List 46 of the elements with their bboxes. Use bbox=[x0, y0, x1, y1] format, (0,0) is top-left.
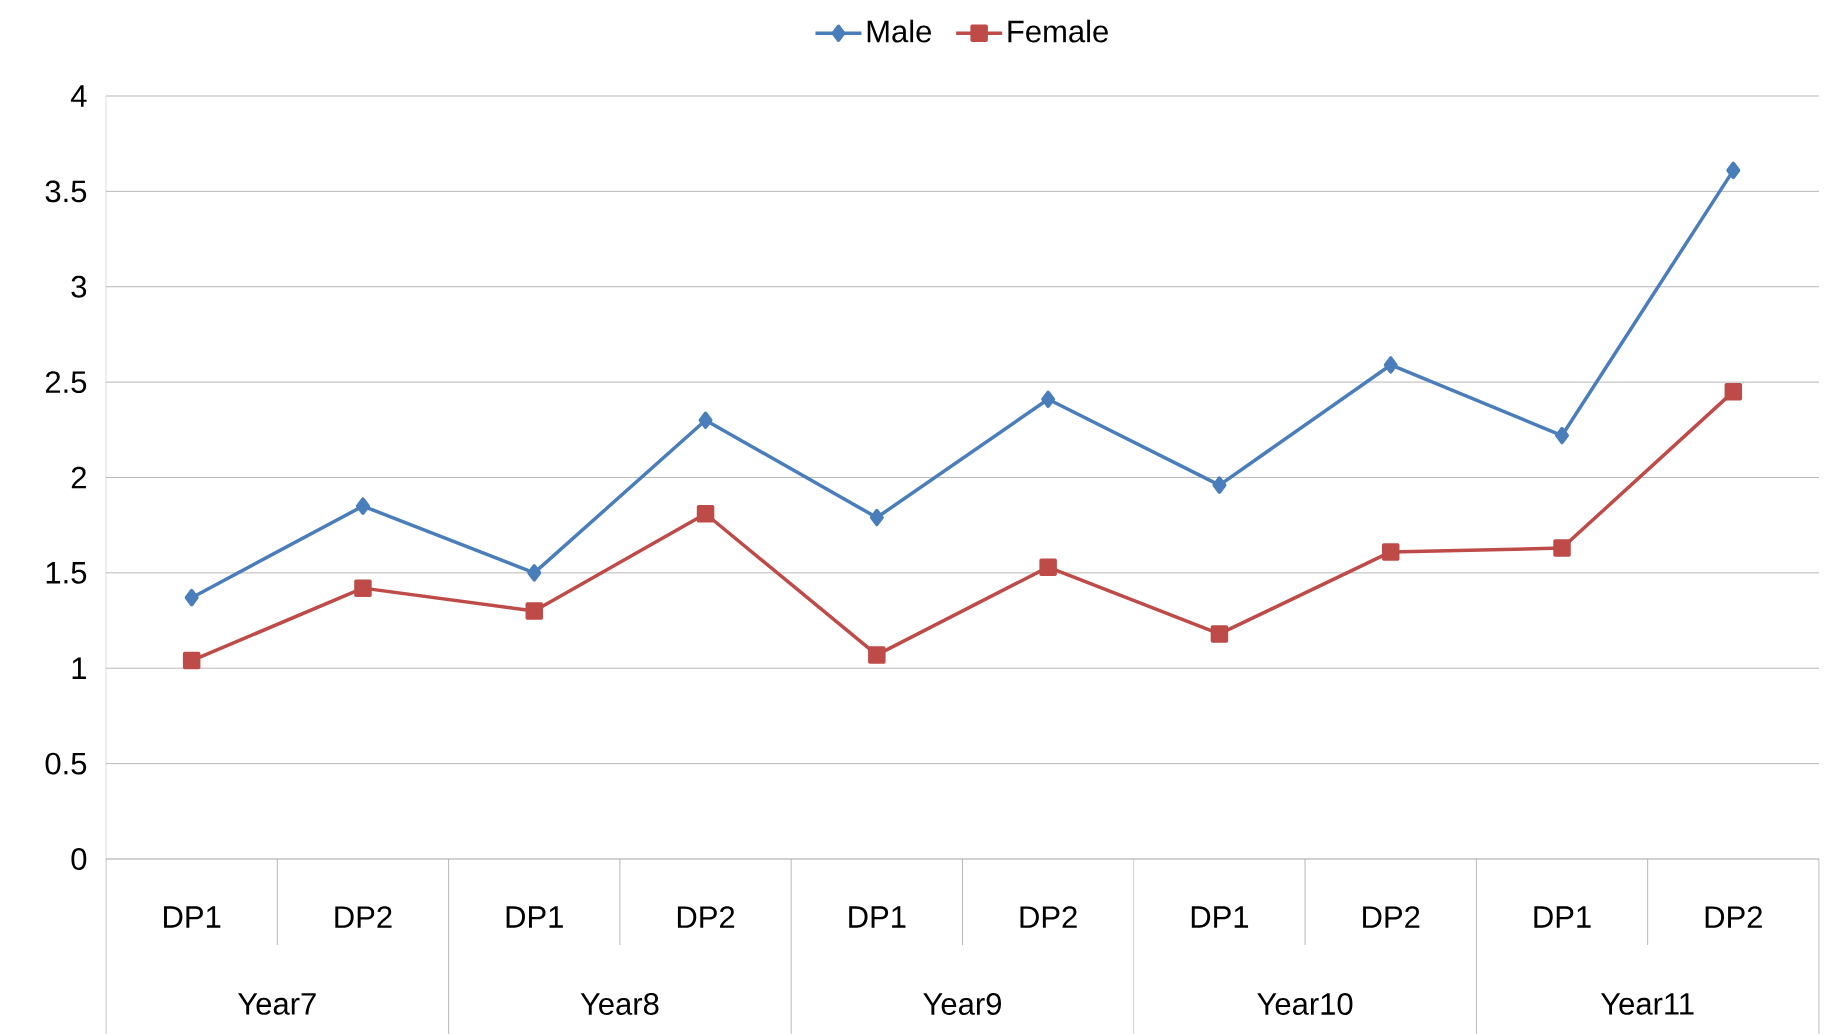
x-tick-label: DP1 bbox=[506, 906, 563, 928]
x-tick-label: DP2 bbox=[335, 905, 392, 928]
point bbox=[527, 563, 542, 582]
x-tick-label: DP2 bbox=[1363, 905, 1420, 928]
point bbox=[1555, 426, 1570, 445]
x-tick-label: DP1 bbox=[849, 906, 906, 928]
x-tick-label: DP2 bbox=[1020, 905, 1077, 928]
point bbox=[354, 579, 372, 597]
y-tick-label: 1.5 bbox=[46, 561, 87, 584]
y-tick-label: 0.5 bbox=[45, 752, 87, 775]
y-tick-label: 0 bbox=[71, 847, 87, 870]
x-tick-label: DP1 bbox=[1191, 906, 1249, 928]
point bbox=[182, 651, 201, 670]
point bbox=[1210, 624, 1229, 643]
point bbox=[184, 588, 199, 607]
point bbox=[1381, 542, 1400, 561]
y-tick-label: 3 bbox=[71, 275, 87, 298]
x-tick-label: DP2 bbox=[677, 905, 735, 928]
point bbox=[525, 602, 543, 620]
y-tick-label: 3.5 bbox=[45, 180, 87, 203]
x-tick-label: DP2 bbox=[1705, 905, 1762, 928]
legend-label: Male bbox=[867, 19, 932, 43]
text: Year9 bbox=[923, 992, 1001, 1015]
point bbox=[1726, 161, 1741, 179]
point bbox=[1212, 476, 1227, 494]
point bbox=[1724, 382, 1743, 401]
point bbox=[698, 411, 713, 429]
y-tick-label: 2 bbox=[71, 466, 86, 489]
y-tick-label: 2.5 bbox=[45, 370, 87, 393]
point bbox=[355, 497, 370, 515]
x-tick-label: DP1 bbox=[1534, 906, 1591, 928]
point bbox=[1553, 539, 1571, 557]
text: Year8 bbox=[580, 992, 659, 1015]
point bbox=[868, 645, 886, 664]
text: Year10 bbox=[1257, 992, 1353, 1015]
point bbox=[869, 508, 884, 527]
y-tick-label: 1 bbox=[72, 657, 86, 679]
y-tick-label: 4 bbox=[70, 85, 87, 107]
x-tick-label: DP1 bbox=[164, 906, 221, 928]
text: Year11 bbox=[1600, 992, 1694, 1015]
text: Year7 bbox=[238, 992, 316, 1015]
point bbox=[1383, 356, 1398, 374]
point bbox=[1041, 390, 1056, 408]
point bbox=[696, 504, 715, 523]
point bbox=[1039, 558, 1057, 576]
legend-label: Female bbox=[1008, 19, 1108, 43]
